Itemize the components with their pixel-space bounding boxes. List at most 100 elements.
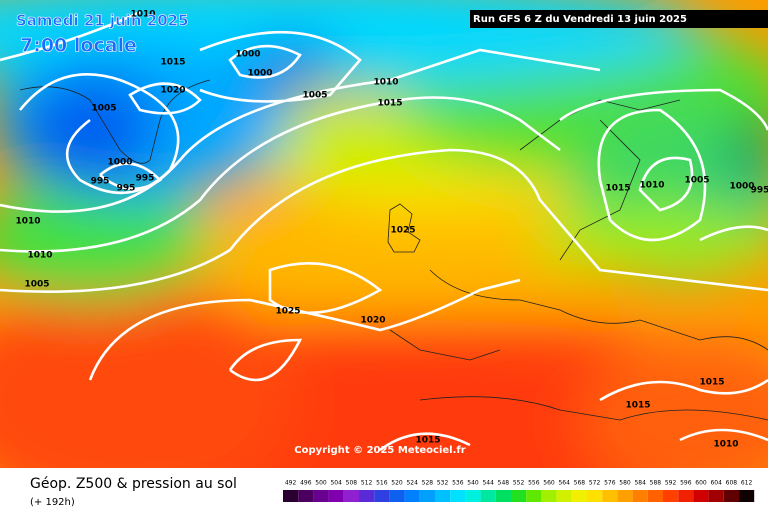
isobar-label: 1025 xyxy=(275,307,300,317)
scale-label: 528 xyxy=(422,480,434,487)
isobar-label: 1005 xyxy=(91,104,116,114)
scale-label: 576 xyxy=(604,480,616,487)
isobar-label: 1000 xyxy=(107,158,132,168)
isobar-label: 1015 xyxy=(605,184,630,194)
scale-label: 600 xyxy=(695,480,707,487)
isobar-label: 1015 xyxy=(377,99,402,109)
scale-label: 508 xyxy=(346,480,358,487)
scale-swatch xyxy=(389,490,405,502)
isobar-label: 1010 xyxy=(15,217,40,227)
map-date: Samedi 21 juin 2025 xyxy=(16,12,189,30)
scale-swatch xyxy=(343,490,359,502)
scale-swatch xyxy=(435,490,451,502)
scale-label: 532 xyxy=(437,480,449,487)
scale-swatch xyxy=(663,490,679,502)
color-scale: 492 496 500 504 508 512 516 520 524 528 532 536 540 5… xyxy=(283,480,755,502)
run-box xyxy=(470,10,768,28)
run-label: Run GFS 6 Z du Vendredi 13 juin 2025 xyxy=(473,14,687,25)
scale-label: 568 xyxy=(574,480,586,487)
isobar-label: 1020 xyxy=(160,86,185,96)
isobar-label: 1020 xyxy=(360,316,385,326)
scale-swatch xyxy=(647,490,663,502)
scale-swatch xyxy=(617,490,633,502)
map-time: 7:00 locale xyxy=(20,35,137,57)
scale-swatch xyxy=(313,490,329,502)
isobar-label: 1010 xyxy=(373,78,398,88)
scale-label: 572 xyxy=(589,480,601,487)
scale-label: 544 xyxy=(482,480,494,487)
isobar-label: 1025 xyxy=(390,226,415,236)
scale-label: 556 xyxy=(528,480,540,487)
scale-swatch xyxy=(693,490,709,502)
scale-label: 596 xyxy=(680,480,692,487)
scale-label: 604 xyxy=(710,480,722,487)
scale-label: 540 xyxy=(467,480,479,487)
scale-swatch xyxy=(571,490,587,502)
scale-label: 552 xyxy=(513,480,525,487)
isobar-labels: 1010 1015 1000 1000 1020 1005 1010 1015 1005 1000… xyxy=(15,10,768,450)
scale-swatch xyxy=(739,490,755,502)
isobar-label: 995 xyxy=(91,177,110,187)
scale-swatch xyxy=(404,490,420,502)
scale-swatch xyxy=(526,490,542,502)
scale-swatch xyxy=(632,490,648,502)
legend-lead: (+ 192h) xyxy=(30,497,75,508)
scale-swatch xyxy=(541,490,557,502)
scale-label: 612 xyxy=(741,480,753,487)
scale-label: 580 xyxy=(619,480,631,487)
scale-label: 504 xyxy=(330,480,342,487)
scale-label: 516 xyxy=(376,480,388,487)
scale-swatch xyxy=(359,490,375,502)
scale-swatch xyxy=(602,490,618,502)
scale-label: 500 xyxy=(315,480,327,487)
isobar-label: 1000 xyxy=(235,50,260,60)
scale-label: 524 xyxy=(406,480,418,487)
isobar-label: 1005 xyxy=(684,176,709,186)
copyright: Copyright © 2025 Meteociel.fr xyxy=(294,445,465,456)
scale-swatch xyxy=(419,490,435,502)
scale-label: 536 xyxy=(452,480,464,487)
isobar-label: 1015 xyxy=(625,401,650,411)
isobar-label: 1010 xyxy=(130,10,155,20)
scale-swatch xyxy=(328,490,344,502)
scale-label: 564 xyxy=(558,480,570,487)
scale-swatch xyxy=(495,490,511,502)
scale-swatch xyxy=(556,490,572,502)
scale-label: 520 xyxy=(391,480,403,487)
isobar-label: 1000 xyxy=(247,69,272,79)
scale-swatch xyxy=(587,490,603,502)
isobar-label: 1015 xyxy=(415,436,440,446)
scale-label: 584 xyxy=(634,480,646,487)
scale-label: 548 xyxy=(498,480,510,487)
scale-swatch xyxy=(723,490,739,502)
scale-swatch xyxy=(480,490,496,502)
isobar-label: 1005 xyxy=(24,280,49,290)
scale-swatch xyxy=(283,490,299,502)
scale-label: 496 xyxy=(300,480,312,487)
isobar-label: 1005 xyxy=(302,91,327,101)
scale-label: 560 xyxy=(543,480,555,487)
scale-swatch xyxy=(450,490,466,502)
isobar-label: 1015 xyxy=(160,58,185,68)
isobar-label: 1010 xyxy=(639,181,664,191)
isobar-label: 1010 xyxy=(27,251,52,261)
scale-label: 492 xyxy=(285,480,297,487)
scale-label: 588 xyxy=(650,480,662,487)
scale-swatch xyxy=(374,490,390,502)
isobar-label: 1015 xyxy=(699,378,724,388)
isobar-label: 1000 xyxy=(729,182,754,192)
scale-swatch xyxy=(678,490,694,502)
scale-label: 592 xyxy=(665,480,677,487)
scale-swatch xyxy=(708,490,724,502)
scale-swatch xyxy=(298,490,314,502)
isobar-label: 995 xyxy=(117,184,136,194)
isobar-label: 995 xyxy=(751,186,768,196)
scale-swatch xyxy=(465,490,481,502)
legend-title: Géop. Z500 & pression au sol xyxy=(30,476,237,492)
isobar-label: 995 xyxy=(136,174,155,184)
scale-swatch xyxy=(511,490,527,502)
scale-label: 608 xyxy=(726,480,738,487)
